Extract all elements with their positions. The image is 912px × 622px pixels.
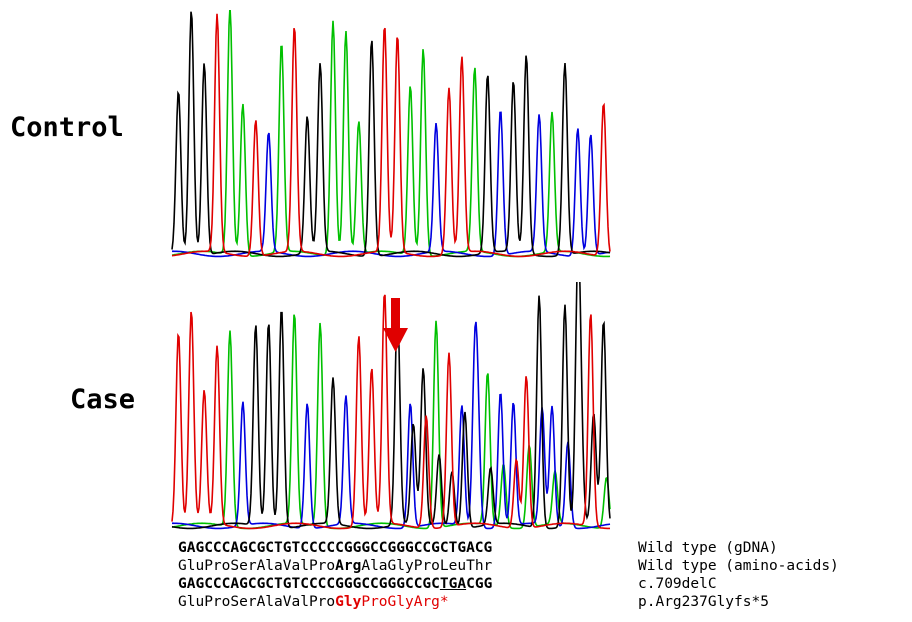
base-trace: [172, 244, 610, 529]
base-trace: [172, 14, 610, 257]
annotation: Wild type (gDNA): [638, 539, 778, 557]
stop-codon: TGA: [440, 576, 466, 592]
seq-highlight: Arg: [335, 558, 361, 574]
control-trace: [172, 7, 610, 257]
wild-gdna: GAGCCCAGCGCTGTCCCCCGGGCCGGGCCGCTGACG: [178, 539, 492, 557]
annotation: c.709delC: [638, 575, 717, 593]
seq-part: ProGlyArg*: [361, 594, 448, 610]
case-trace: [172, 244, 610, 529]
mutant-gdna: GAGCCCAGCGCTGTCCCCGGGCCGGGCCGCTGACGG: [178, 575, 492, 593]
base-trace: [172, 12, 610, 257]
base-trace: [172, 7, 610, 257]
annotation: Wild type (amino-acids): [638, 557, 839, 575]
wild-aa: GluProSerAlaValProArgAlaGlyProLeuThr: [178, 557, 492, 575]
figure: Control Case GAGCCCAGCGCTGTCCCCCGGGCCGGG…: [0, 0, 912, 622]
seq-part: GluProSerAlaValPro: [178, 594, 335, 610]
seq-part: AlaGlyProLeuThr: [361, 558, 492, 574]
control-label: Control: [10, 112, 124, 143]
annotation: p.Arg237Glyfs*5: [638, 593, 769, 611]
seq-highlight: Gly: [335, 594, 361, 610]
seq-part: GAGCCCAGCGCTGTCCCCGGGCCGGGCCGC: [178, 576, 440, 592]
seq-part: CGG: [466, 576, 492, 592]
seq-part: GluProSerAlaValPro: [178, 558, 335, 574]
mutant-aa: GluProSerAlaValProGlyProGlyArg*: [178, 593, 449, 611]
chromatograms: [0, 0, 912, 622]
case-label: Case: [70, 384, 135, 415]
